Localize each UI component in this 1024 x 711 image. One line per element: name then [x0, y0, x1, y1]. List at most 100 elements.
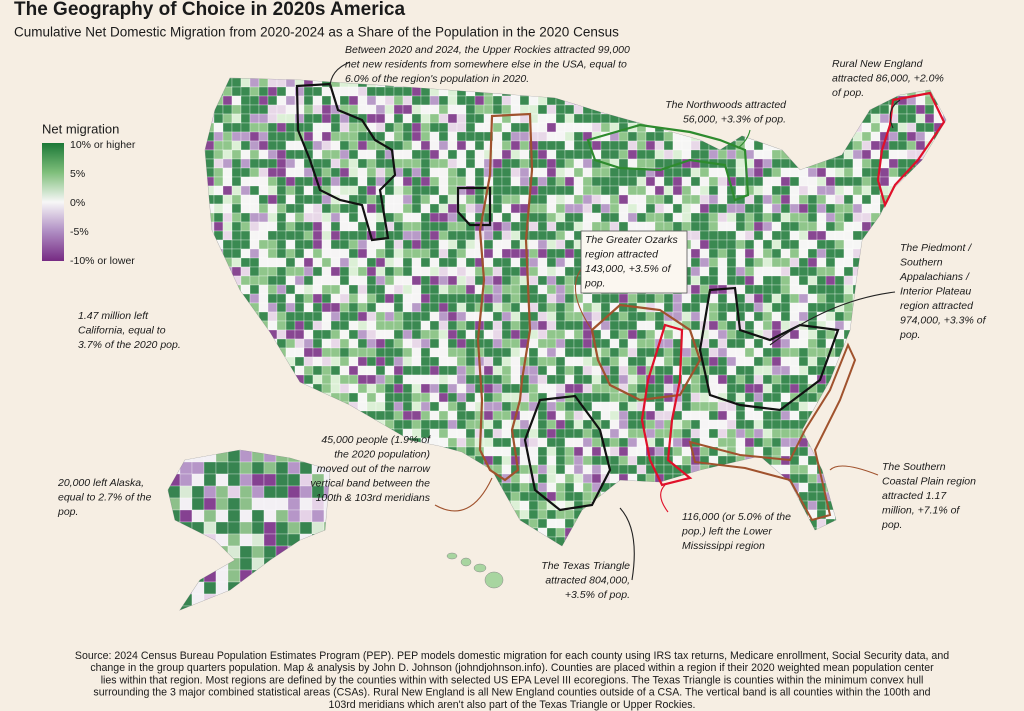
county-cell: [492, 419, 503, 430]
county-cell: [663, 194, 674, 205]
county-cell: [888, 140, 899, 151]
county-cell: [744, 320, 755, 331]
county-cell: [492, 86, 503, 97]
county-cell: [726, 500, 737, 511]
annotations: Between 2020 and 2024, the Upper Rockies…: [57, 44, 987, 601]
county-cell: [402, 320, 413, 331]
county-cell: [267, 221, 278, 232]
county-cell: [717, 221, 728, 232]
county-cell: [771, 482, 782, 493]
county-cell: [483, 374, 494, 385]
county-cell: [798, 239, 809, 250]
county-cell: [636, 338, 647, 349]
county-cell: [330, 185, 341, 196]
county-cell: [744, 203, 755, 214]
county-cell: [627, 113, 638, 124]
county-cell: [618, 203, 629, 214]
county-cell: [393, 320, 404, 331]
county-cell: [294, 230, 305, 241]
county-cell: [393, 518, 404, 529]
county-cell: [708, 491, 719, 502]
county-cell: [402, 419, 413, 430]
county-cell: [879, 428, 890, 439]
county-cell: [366, 95, 377, 106]
county-cell: [852, 518, 863, 529]
county-cell: [807, 203, 818, 214]
county-cell: [251, 557, 265, 571]
county-cell: [537, 104, 548, 115]
county-cell: [726, 383, 737, 394]
county-cell: [654, 95, 665, 106]
county-cell: [321, 311, 332, 322]
county-cell: [735, 491, 746, 502]
county-cell: [393, 347, 404, 358]
county-cell: [843, 311, 854, 322]
county-cell: [501, 329, 512, 340]
county-cell: [825, 248, 836, 259]
county-cell: [762, 446, 773, 457]
county-cell: [447, 284, 458, 295]
county-cell: [762, 167, 773, 178]
county-cell: [699, 194, 710, 205]
county-cell: [690, 78, 701, 88]
county-cell: [168, 569, 181, 583]
county-cell: [420, 338, 431, 349]
county-cell: [636, 194, 647, 205]
county-cell: [573, 185, 584, 196]
county-cell: [375, 158, 386, 169]
county-cell: [294, 257, 305, 268]
county-cell: [627, 329, 638, 340]
county-cell: [933, 536, 944, 546]
county-cell: [501, 446, 512, 457]
county-cell: [384, 401, 395, 412]
county-cell: [942, 194, 946, 205]
county-cell: [411, 212, 422, 223]
county-cell: [915, 527, 926, 538]
county-cell: [690, 185, 701, 196]
county-cell: [816, 410, 827, 421]
county-cell: [744, 455, 755, 466]
county-cell: [861, 518, 872, 529]
county-cell: [843, 455, 854, 466]
county-cell: [681, 167, 692, 178]
county-cell: [179, 581, 193, 595]
county-cell: [249, 248, 260, 259]
county-cell: [807, 428, 818, 439]
county-cell: [267, 86, 278, 97]
county-cell: [771, 446, 782, 457]
county-cell: [564, 248, 575, 259]
county-cell: [510, 266, 521, 277]
county-cell: [564, 95, 575, 106]
county-cell: [222, 338, 233, 349]
county-cell: [762, 248, 773, 259]
county-cell: [375, 302, 386, 313]
county-cell: [681, 428, 692, 439]
county-cell: [222, 392, 233, 403]
county-cell: [168, 521, 181, 535]
county-cell: [267, 257, 278, 268]
county-cell: [609, 374, 620, 385]
county-cell: [393, 401, 404, 412]
county-cell: [582, 527, 593, 538]
county-cell: [213, 266, 224, 277]
county-cell: [510, 212, 521, 223]
county-cell: [618, 527, 629, 538]
county-cell: [591, 293, 602, 304]
county-cell: [942, 419, 946, 430]
county-cell: [215, 569, 229, 583]
county-cell: [420, 374, 431, 385]
county-cell: [798, 95, 809, 106]
county-cell: [168, 557, 181, 571]
county-cell: [510, 356, 521, 367]
county-cell: [420, 401, 431, 412]
county-cell: [474, 113, 485, 124]
county-cell: [555, 266, 566, 277]
county-cell: [735, 257, 746, 268]
county-cell: [888, 131, 899, 142]
county-cell: [852, 365, 863, 376]
county-cell: [888, 320, 899, 331]
county-cell: [510, 329, 521, 340]
county-cell: [771, 374, 782, 385]
county-cell: [942, 536, 946, 546]
county-cell: [447, 482, 458, 493]
